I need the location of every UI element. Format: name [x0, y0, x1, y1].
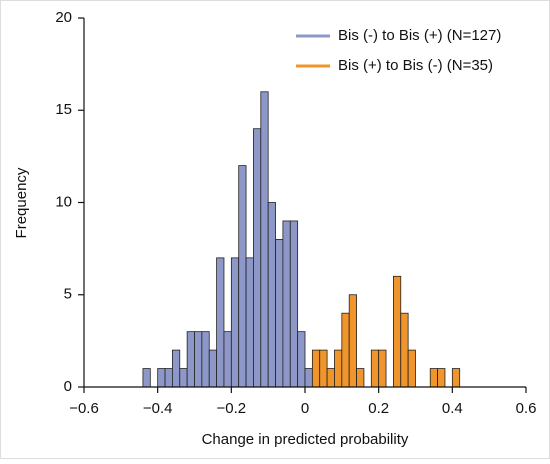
bar — [356, 368, 365, 388]
legend-label: Bis (-) to Bis (+) (N=127) — [338, 27, 501, 44]
y-tick-label: 5 — [64, 286, 72, 303]
x-axis-label: Change in predicted probability — [202, 431, 409, 448]
bar — [451, 368, 461, 388]
bar — [319, 349, 328, 388]
bar — [245, 257, 254, 388]
y-tick-label: 20 — [55, 9, 72, 26]
bar — [429, 368, 439, 388]
bar — [407, 349, 416, 388]
y-tick-label: 10 — [55, 193, 72, 210]
bar — [142, 368, 151, 388]
bar — [253, 128, 262, 388]
bar — [164, 368, 173, 388]
bar — [230, 257, 240, 388]
y-tick-label: 0 — [64, 378, 72, 395]
y-tick-label: 15 — [55, 101, 72, 118]
bar — [341, 312, 350, 388]
x-tick-label: 0.2 — [368, 400, 389, 417]
legend-label: Bis (+) to Bis (-) (N=35) — [338, 57, 493, 74]
bar — [208, 349, 218, 388]
bar — [238, 165, 247, 388]
bar — [304, 368, 313, 388]
y-axis-label: Frequency — [13, 167, 30, 238]
bar — [171, 349, 181, 388]
bar — [194, 331, 203, 388]
bar — [392, 275, 402, 388]
x-tick-label: −0.2 — [217, 400, 247, 417]
bar — [297, 331, 306, 388]
x-tick-label: 0 — [301, 400, 309, 417]
bar — [326, 368, 335, 388]
bar — [311, 349, 321, 388]
x-tick-label: −0.4 — [143, 400, 173, 417]
bar — [216, 257, 225, 388]
bar — [201, 331, 210, 388]
x-tick-label: −0.6 — [69, 400, 99, 417]
x-tick-label: 0.6 — [516, 400, 537, 417]
bar — [370, 349, 380, 388]
bar — [275, 238, 284, 388]
bar — [400, 312, 409, 388]
bar — [157, 368, 166, 388]
bar — [348, 294, 357, 388]
bar — [282, 220, 291, 388]
bar — [260, 91, 269, 388]
bar — [223, 331, 232, 388]
bar — [437, 368, 446, 388]
bar — [378, 349, 387, 388]
x-tick-label: 0.4 — [442, 400, 463, 417]
bar — [334, 349, 343, 388]
bar — [289, 220, 299, 388]
bar — [186, 331, 195, 388]
bar — [179, 368, 188, 388]
bar — [267, 202, 276, 388]
